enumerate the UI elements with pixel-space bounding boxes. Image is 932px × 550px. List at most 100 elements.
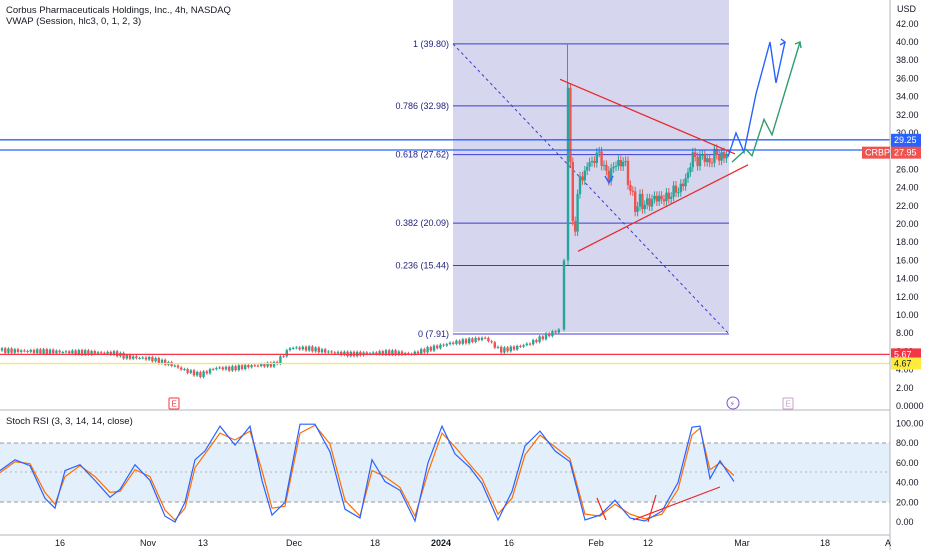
earnings-marker[interactable]: E (168, 397, 180, 410)
candle (39, 349, 42, 354)
candle (253, 365, 256, 367)
candle (340, 351, 343, 355)
candle (538, 336, 541, 343)
time-axis[interactable]: 16 Nov 13 Dec 18 2024 16 Feb 12 Mar 18 A (0, 534, 891, 548)
candle (464, 339, 468, 344)
price-tick: 32.00 (896, 110, 919, 120)
stoch-rsi-pane[interactable]: Stoch RSI (3, 3, 14, 14, close) (0, 416, 890, 523)
candle (52, 349, 55, 354)
candle (461, 339, 464, 344)
candle (372, 352, 375, 354)
stoch-rsi-title[interactable]: Stoch RSI (3, 3, 14, 14, close) (6, 416, 133, 427)
price-pane[interactable]: 1 (39.80) 0.786 (32.98) 0.618 (27.62) 0.382… (0, 0, 890, 410)
candle (525, 343, 528, 346)
candle (458, 340, 461, 344)
triangle-lower-line (577, 164, 749, 252)
candle (138, 357, 141, 359)
candle (208, 369, 212, 374)
candle (588, 162, 591, 167)
candle (304, 346, 308, 351)
candle (619, 160, 622, 167)
candle (686, 172, 690, 179)
candle (715, 148, 718, 155)
candle (128, 355, 132, 359)
candle (634, 191, 637, 212)
candle (151, 356, 154, 362)
candle (605, 164, 608, 171)
candle (205, 371, 208, 374)
candle (455, 340, 458, 344)
price-tick: 30.00 (896, 128, 919, 138)
candle (626, 160, 630, 185)
fib-label: 0.382 (20.09) (395, 218, 449, 228)
candle (557, 329, 560, 333)
candle (636, 206, 639, 212)
candle (612, 166, 615, 169)
currency-label: USD (897, 4, 917, 14)
candle (617, 160, 620, 166)
rsi-div-line-b (647, 494, 657, 523)
candle (106, 351, 109, 354)
fib-label: 1 (39.80) (413, 39, 449, 49)
level-tag-c (891, 348, 921, 361)
candle (660, 195, 663, 200)
candle (522, 345, 525, 347)
candle (448, 342, 452, 345)
candle (23, 350, 26, 352)
candle (125, 355, 128, 359)
candle (541, 336, 544, 340)
candle (496, 346, 500, 348)
candle (317, 347, 320, 353)
candle (4, 348, 7, 353)
rsi-tick: 60.00 (896, 458, 919, 468)
candle (493, 342, 496, 348)
vwap-indicator-label[interactable]: VWAP (Session, hlc3, 0, 1, 2, 3) (6, 16, 141, 27)
candle (77, 350, 80, 355)
candle (480, 337, 484, 341)
price-tick: 12.00 (896, 292, 919, 302)
candle (429, 347, 432, 351)
rsi-tick: 80.00 (896, 438, 919, 448)
candle (20, 350, 23, 352)
candle (212, 369, 215, 371)
candle (228, 366, 231, 371)
candle (7, 348, 10, 353)
candle (638, 193, 642, 207)
candle (725, 154, 728, 159)
candle (586, 166, 589, 171)
candle (426, 347, 429, 353)
candle (247, 365, 250, 368)
dividend-marker-icon[interactable]: ⚡ (726, 396, 740, 410)
level-tag-a (891, 133, 921, 146)
candle (641, 193, 644, 210)
candle (122, 352, 125, 359)
candle (144, 357, 148, 360)
candle (578, 176, 582, 195)
candle (36, 349, 39, 353)
level-tag-c-text: 5.67 (894, 349, 912, 359)
candle (445, 344, 448, 346)
time-tick: Feb (588, 538, 604, 548)
price-tick: 22.00 (896, 201, 919, 211)
last-price-tag (891, 146, 921, 159)
rsi-axis-ticks: 100.00 80.00 60.00 40.00 20.00 0.00 (896, 418, 924, 527)
candle (490, 341, 493, 343)
time-tick: 13 (198, 538, 208, 548)
candle (452, 342, 455, 344)
candle (272, 361, 276, 367)
last-price-tag-text: 27.95 (894, 148, 917, 158)
candle (713, 148, 716, 163)
price-tick: 8.00 (896, 328, 914, 338)
price-tick: 20.00 (896, 219, 919, 229)
candle (32, 349, 36, 353)
svg-text:E: E (172, 400, 177, 409)
candle (646, 198, 649, 205)
upcoming-earnings-marker[interactable]: E (782, 397, 794, 410)
candle (256, 365, 260, 367)
rsi-tick: 0.00 (896, 517, 914, 527)
candle (544, 333, 548, 340)
candle (320, 349, 324, 353)
candle (378, 351, 381, 355)
price-axis[interactable]: USD 42.0040.0038.0036.0034.0032.0030.002… (862, 0, 932, 550)
